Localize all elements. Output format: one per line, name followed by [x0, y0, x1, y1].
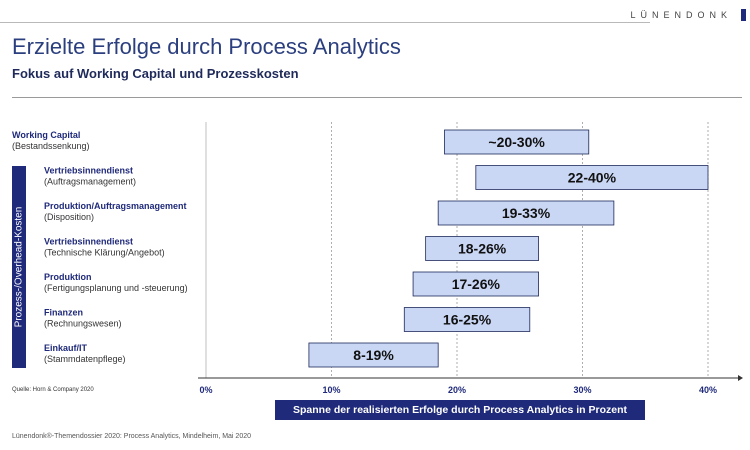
bar-value-label: 16-25% — [443, 312, 492, 328]
range-bar — [475, 165, 709, 190]
range-bar — [403, 307, 531, 332]
category-detail: (Rechnungswesen) — [44, 319, 122, 329]
bar-value-label: ~20-30% — [488, 134, 545, 150]
bar-value-label: 8-19% — [353, 347, 394, 363]
x-tick-label: 40% — [699, 385, 717, 395]
x-tick-label: 20% — [448, 385, 466, 395]
bar-value-label: 17-26% — [452, 276, 501, 292]
x-axis-arrow-icon — [738, 375, 743, 381]
group-bracket — [12, 166, 26, 368]
category-detail: (Technische Klärung/Angebot) — [44, 248, 165, 258]
range-bar — [444, 129, 590, 155]
category-detail: (Auftragsmanagement) — [44, 177, 136, 187]
bar-value-label: 18-26% — [458, 241, 507, 257]
range-bar — [425, 236, 539, 261]
source-note: Quelle: Horn & Company 2020 — [12, 387, 94, 393]
category-detail: (Bestandssenkung) — [12, 141, 90, 151]
category-label: Produktion/Auftragsmanagement — [44, 201, 187, 211]
x-tick-label: 10% — [322, 385, 340, 395]
category-label: Vertriebsinnendienst — [44, 237, 133, 247]
page-subtitle: Fokus auf Working Capital und Prozesskos… — [12, 66, 299, 81]
x-axis-label: Spanne der realisierten Erfolge durch Pr… — [275, 400, 645, 420]
bar-value-label: 22-40% — [568, 170, 617, 186]
category-label: Working Capital — [12, 130, 80, 140]
range-bar — [412, 271, 539, 297]
category-label: Vertriebsinnendienst — [44, 166, 133, 176]
range-bar — [308, 342, 439, 368]
bar-value-label: 19-33% — [502, 205, 551, 221]
brand-logo-icon — [741, 9, 746, 21]
category-label: Einkauf/IT — [44, 343, 88, 353]
x-tick-label: 0% — [199, 385, 212, 395]
category-label: Produktion — [44, 272, 92, 282]
category-detail: (Stammdatenpflege) — [44, 354, 126, 364]
x-tick-label: 30% — [573, 385, 591, 395]
range-bar — [437, 200, 615, 226]
page-title: Erzielte Erfolge durch Process Analytics — [12, 34, 401, 59]
top-divider — [0, 22, 650, 23]
category-detail: (Disposition) — [44, 212, 94, 222]
footer-note: Lünendonk®-Themendossier 2020: Process A… — [12, 433, 252, 440]
category-detail: (Fertigungsplanung und -steuerung) — [44, 283, 188, 293]
category-label: Finanzen — [44, 308, 83, 318]
brand-wordmark: LÜNENDONK — [630, 10, 732, 20]
group-label: Prozess-/Overhead-Kosten — [13, 206, 25, 328]
header-divider — [12, 97, 742, 98]
